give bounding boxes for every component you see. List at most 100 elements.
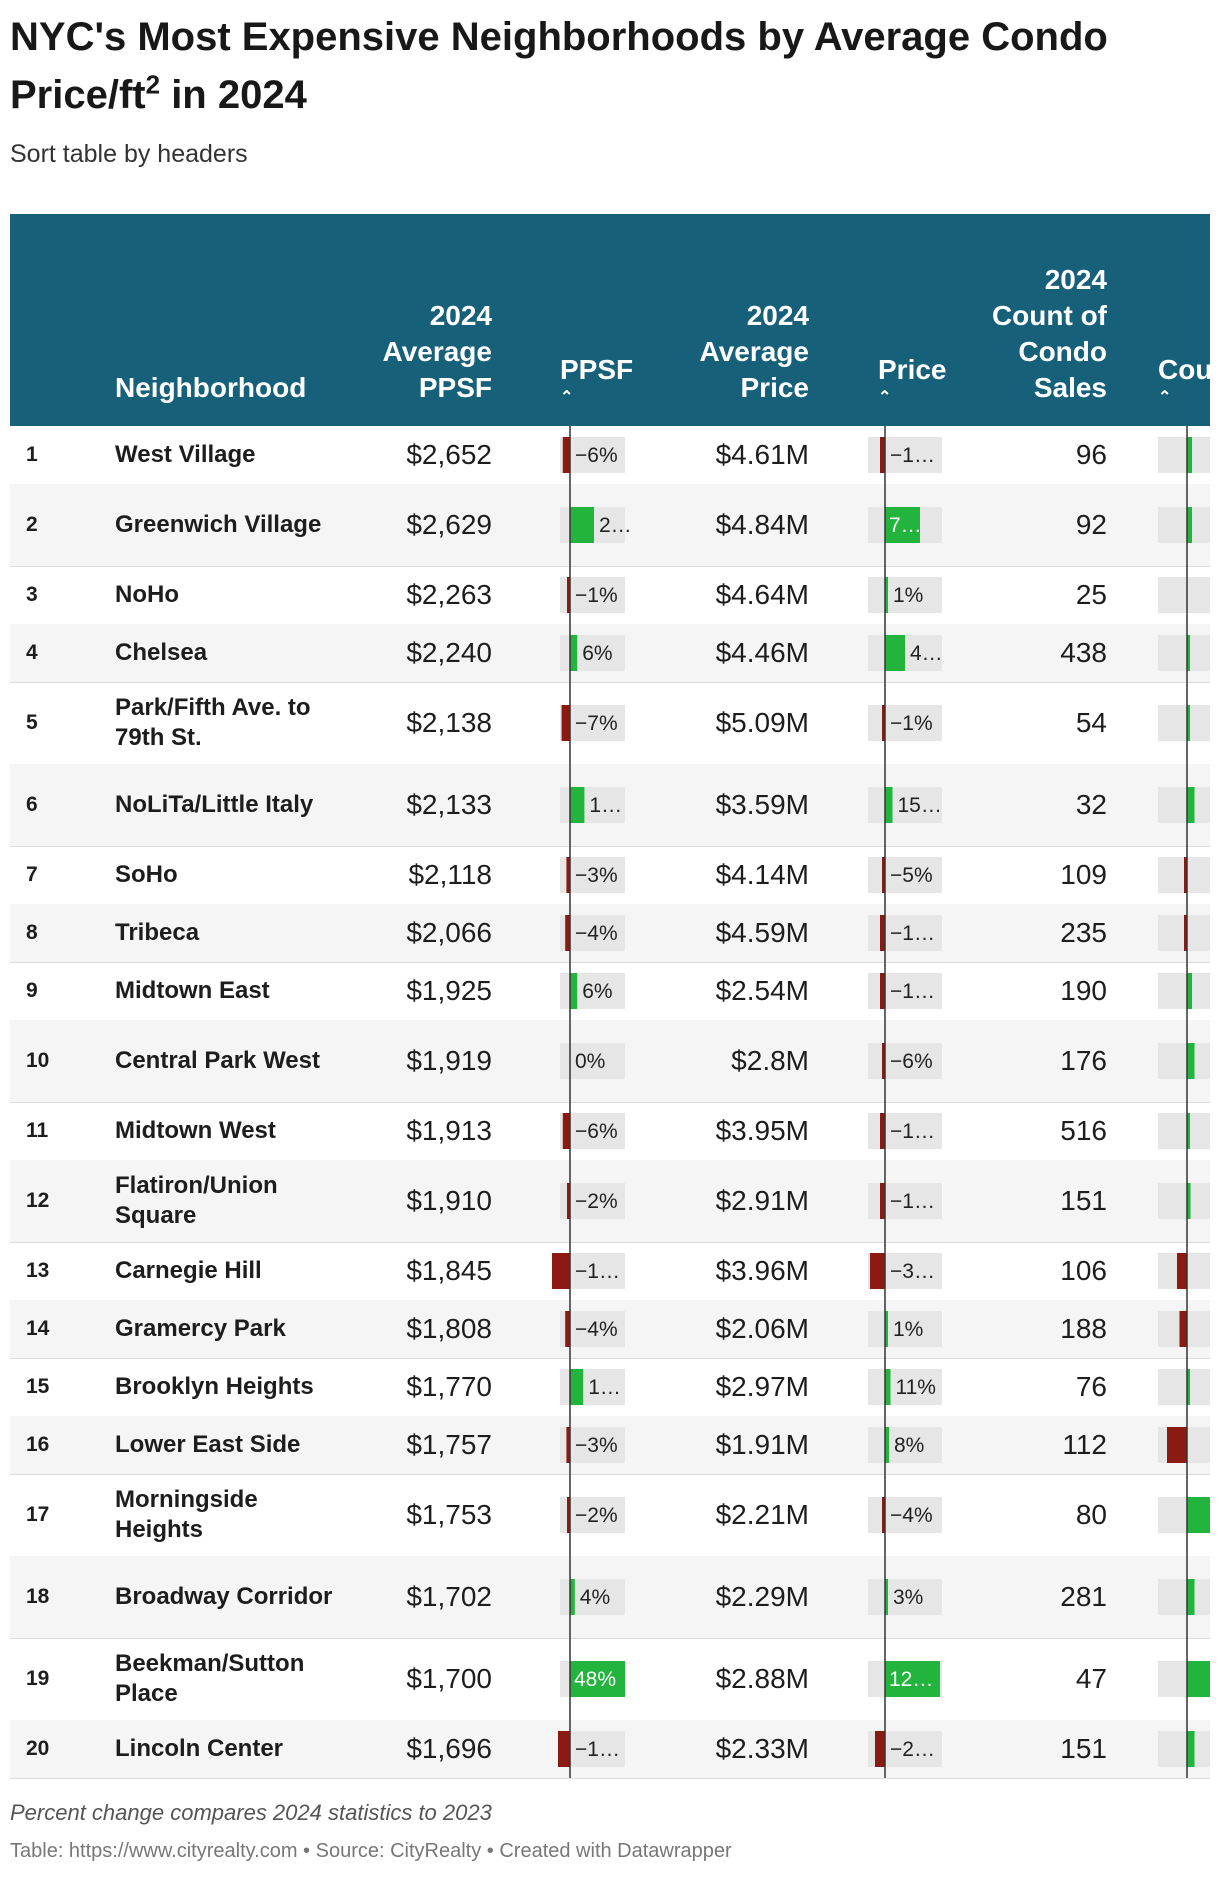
avg-price-cell: $3.59M [715, 789, 809, 820]
price-change-bar [880, 1113, 885, 1149]
table-row: 3 NoHo $2,263 $4.64M 25 −1% 1% [10, 566, 1210, 625]
header-sales-count[interactable]: 2024 Count of Condo Sales [987, 262, 1107, 406]
neighborhood-cell: NoLiTa/Little Italy [115, 791, 314, 818]
avg-price-cell: $4.14M [715, 859, 809, 890]
neighborhood-cell: West Village [115, 441, 256, 468]
price-change-track [868, 577, 942, 613]
count-change-bar [1187, 1731, 1195, 1767]
sales-count-cell: 47 [1075, 1663, 1107, 1694]
change-bars: 48% 12… [560, 1638, 1210, 1720]
rank-cell: 11 [26, 1119, 49, 1142]
header-avg-ppsf[interactable]: 2024 Average PPSF [352, 298, 492, 406]
ppsf-change-bar [567, 1183, 570, 1219]
count-change-track [1158, 973, 1210, 1009]
chart-subtitle: Sort table by headers [10, 140, 248, 168]
ppsf-change-label: −3% [575, 1434, 618, 1457]
ppsf-change-label: 0% [575, 1050, 605, 1073]
avg-ppsf-cell: $1,700 [406, 1663, 492, 1694]
price-change-bar [885, 1579, 888, 1615]
rank-cell: 9 [26, 979, 38, 1002]
count-change-track [1158, 1731, 1210, 1767]
price-change-bar [880, 915, 885, 951]
header-neighborhood-label: Neighborhood [115, 372, 307, 403]
ppsf-change-track [560, 705, 625, 741]
change-bars: −1… −3… [552, 1242, 1210, 1300]
table-row: 1 West Village $2,652 $4.61M 96 −6% −1… [10, 426, 1210, 485]
header-neighborhood[interactable]: Neighborhood [115, 370, 306, 406]
sales-count-cell: 106 [1060, 1255, 1107, 1286]
ppsf-change-bar [558, 1731, 570, 1767]
count-change-track [1158, 1043, 1210, 1079]
price-change-label: −1% [890, 712, 933, 735]
neighborhood-cell: Gramercy Park [115, 1315, 286, 1342]
ppsf-change-label: −4% [575, 1318, 618, 1341]
price-change-track [868, 787, 942, 823]
footnote: Percent change compares 2024 statistics … [10, 1800, 492, 1825]
price-change-track [868, 1579, 942, 1615]
price-change-track [868, 1497, 942, 1533]
table-header: Neighborhood 2024 Average PPSF PPSF ⌃ 202… [10, 214, 1210, 426]
sales-count-cell: 151 [1060, 1185, 1107, 1216]
price-change-label: −6% [890, 1050, 933, 1073]
neighborhood-cell: Carnegie Hill [115, 1257, 262, 1284]
table-row: 11 Midtown West $1,913 $3.95M 516 −6% −1… [10, 1102, 1210, 1161]
ppsf-change-track [560, 1311, 625, 1347]
avg-ppsf-cell: $1,696 [406, 1733, 492, 1764]
count-change-bar [1187, 1113, 1190, 1149]
price-change-track [868, 1043, 942, 1079]
avg-ppsf-cell: $1,770 [406, 1371, 492, 1402]
price-change-label: −3… [890, 1260, 935, 1283]
price-change-label: −1… [890, 980, 935, 1003]
sort-arrow-icon: ⌃ [560, 389, 574, 406]
change-bars: −1… −2… [558, 1720, 1210, 1778]
price-change-label: 12… [889, 1668, 933, 1691]
count-change-bar [1184, 915, 1187, 951]
header-price-change[interactable]: Price ⌃ [878, 352, 947, 406]
avg-ppsf-cell: $2,263 [406, 579, 492, 610]
rank-cell: 15 [26, 1375, 50, 1398]
avg-price-cell: $2.29M [715, 1581, 809, 1612]
change-bars: −4% −1… [560, 904, 1210, 962]
avg-ppsf-cell: $1,913 [406, 1115, 492, 1146]
sales-count-cell: 54 [1075, 707, 1107, 738]
ppsf-change-label: −6% [575, 1120, 618, 1143]
sales-count-cell: 80 [1075, 1499, 1107, 1530]
count-change-track [1158, 1579, 1210, 1615]
price-change-track [868, 1311, 942, 1347]
avg-ppsf-cell: $2,240 [406, 637, 492, 668]
ppsf-change-track [560, 1183, 625, 1219]
header-ppsf-change[interactable]: PPSF ⌃ [560, 352, 633, 406]
count-change-bar [1187, 973, 1192, 1009]
count-change-bar [1187, 1183, 1191, 1219]
header-avg-price[interactable]: 2024 Average Price [669, 298, 809, 406]
table-row: 6 NoLiTa/Little Italy $2,133 $3.59M 32 1… 15… [10, 764, 1210, 847]
change-bars: 4% 3% [560, 1556, 1210, 1638]
neighborhood-cell: SoHo [115, 861, 178, 888]
ppsf-change-label: −2% [575, 1190, 618, 1213]
price-change-label: 1% [893, 1318, 923, 1341]
ppsf-change-bar [552, 1253, 570, 1289]
header-count-change[interactable]: Cou ⌃ [1158, 352, 1210, 406]
change-bars: −3% −5% [560, 846, 1210, 904]
rank-cell: 8 [26, 921, 38, 944]
rank-cell: 7 [26, 863, 38, 886]
price-change-bar [880, 437, 885, 473]
ppsf-change-label: −1… [575, 1260, 620, 1283]
data-table: Neighborhood 2024 Average PPSF PPSF ⌃ 202… [10, 214, 1210, 1779]
table-row: 2 Greenwich Village $2,629 $4.84M 92 2… 7… [10, 484, 1210, 567]
ppsf-change-bar [566, 857, 570, 893]
neighborhood-cell: Morningside Heights [115, 1486, 258, 1543]
change-bars: 2… 7… [560, 484, 1210, 566]
avg-ppsf-cell: $2,138 [406, 707, 492, 738]
neighborhood-cell: Brooklyn Heights [115, 1373, 314, 1400]
count-change-track [1158, 507, 1210, 543]
avg-ppsf-cell: $2,133 [406, 789, 492, 820]
avg-price-cell: $2.54M [715, 975, 809, 1006]
price-change-label: −4% [890, 1504, 933, 1527]
count-change-track [1158, 1113, 1210, 1149]
count-change-bar [1187, 635, 1190, 671]
price-change-bar [885, 1661, 940, 1697]
ppsf-change-label: −7% [575, 712, 618, 735]
sales-count-cell: 235 [1060, 917, 1107, 948]
sales-count-cell: 281 [1060, 1581, 1107, 1612]
